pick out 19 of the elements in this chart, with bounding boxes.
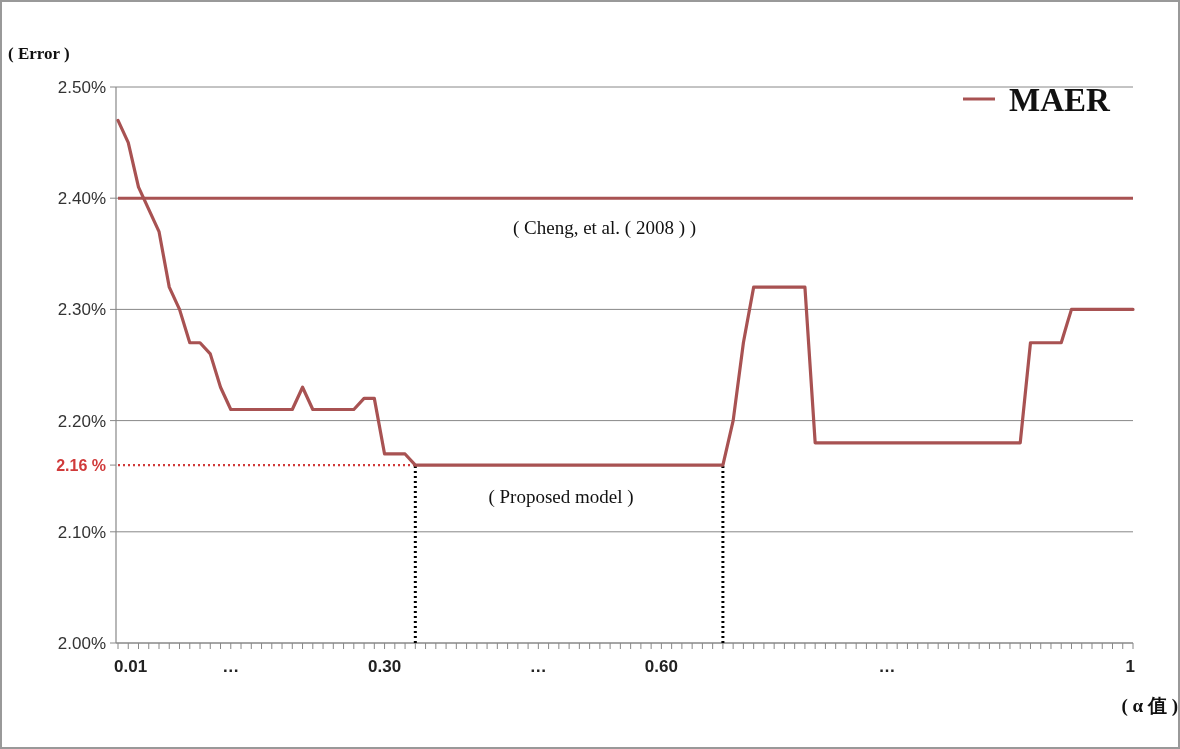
y-tick-label: 2.00% <box>57 634 106 653</box>
ref-line-label: 2.16 % <box>56 457 106 475</box>
ref-line-label: ( Cheng, et al. ( 2008 ) ) <box>512 217 697 240</box>
annotation: ( Proposed model ) <box>488 486 634 508</box>
x-tick-label: 0.60 <box>644 657 678 676</box>
y-tick-label: 2.10% <box>57 522 106 542</box>
x-tick-label: 1 <box>1125 657 1135 676</box>
y-tick-label: 2.20% <box>57 411 106 431</box>
x-tick-label: … <box>878 657 896 676</box>
x-tick-label: 0.30 <box>368 657 402 676</box>
x-tick-label: … <box>222 657 240 676</box>
y-tick-label: 2.50% <box>57 78 106 97</box>
y-tick-label: 2.40% <box>57 189 106 209</box>
x-axis-title: ( α 值 ) <box>1121 695 1178 717</box>
legend-label: MAER <box>1009 82 1111 118</box>
x-tick-label: 0.01 <box>114 657 148 676</box>
y-axis-title: ( Error ) <box>8 44 70 63</box>
y-tick-label: 2.30% <box>57 300 106 320</box>
x-tick-label: … <box>529 657 547 676</box>
